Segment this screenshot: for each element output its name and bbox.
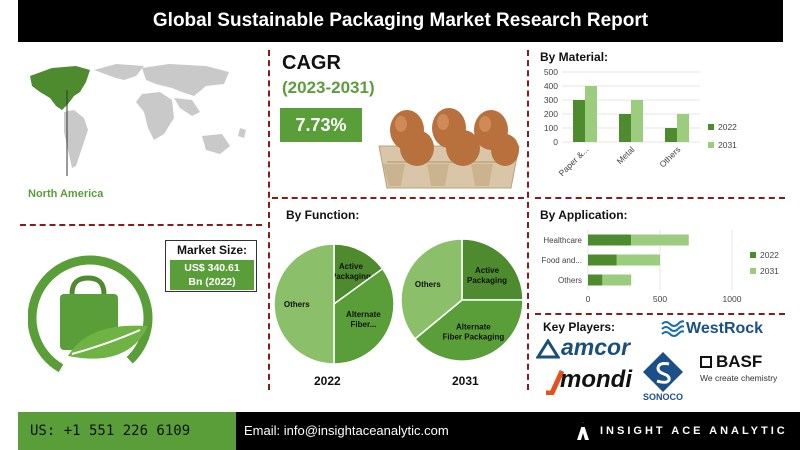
mondi-logo-icon	[546, 369, 564, 395]
material-bar-2022	[573, 100, 585, 142]
cagr-value: 7.73%	[280, 108, 362, 142]
footer-brand: INSIGHT ACE ANALYTIC	[564, 412, 800, 450]
material-legend-label: 2031	[718, 140, 737, 150]
market-size-value: US$ 340.61 Bn (2022)	[170, 260, 254, 290]
material-y-tick: 0	[553, 137, 558, 147]
pie-slice	[400, 238, 463, 340]
application-bar-chart: 0 500 1000 Healthcare Food and... Others 2022 2…	[542, 230, 779, 304]
material-x-tick: Others	[657, 144, 682, 169]
basf-tagline: We create chemistry	[700, 373, 778, 383]
pie-label: Packaging	[467, 276, 507, 285]
application-bar-2022	[588, 274, 603, 286]
application-chart-title: By Application:	[540, 208, 628, 222]
application-bar-2022	[588, 234, 632, 246]
pie-label: Others	[284, 300, 310, 309]
material-legend-label: 2022	[718, 122, 737, 132]
application-y-tick: Food and...	[542, 256, 582, 265]
material-y-tick: 400	[544, 81, 558, 91]
cagr-label: CAGR	[282, 52, 341, 74]
material-bar-chart: 0 100 200 300 400 500 Paper &... Metal Others 202…	[544, 67, 737, 178]
application-bar-2022	[588, 254, 617, 266]
market-size-box: Market Size: US$ 340.61 Bn (2022)	[165, 240, 257, 292]
footer-phone: US: +1 551 226 6109	[18, 412, 236, 450]
pie-slice	[413, 299, 524, 362]
application-legend-swatch	[750, 268, 756, 274]
pie-label: Active	[339, 262, 364, 271]
westrock-logo-text: WestRock	[686, 320, 764, 337]
pie-slice	[461, 238, 524, 301]
material-bar-2022	[665, 128, 677, 142]
application-legend-label: 2031	[760, 266, 779, 276]
pie-label: Packaging	[331, 272, 371, 281]
amcor-logo-text: amcor	[561, 334, 631, 360]
material-y-tick: 200	[544, 109, 558, 119]
sonoco-logo-text: SONOCO	[643, 392, 684, 402]
market-size-value-line2: Bn (2022)	[188, 276, 236, 288]
function-chart-title: By Function:	[286, 208, 360, 222]
material-y-tick: 300	[544, 95, 558, 105]
divider-right-h2	[535, 313, 785, 315]
divider-left-h	[20, 224, 262, 226]
material-bar-2031	[631, 100, 643, 142]
material-legend-swatch	[708, 124, 714, 130]
material-x-tick: Metal	[615, 144, 637, 166]
application-bar-2031	[602, 274, 632, 286]
application-bar-2031	[616, 254, 660, 266]
material-y-tick: 500	[544, 67, 558, 77]
mondi-logo-text: mondi	[560, 366, 632, 393]
pie-slice	[333, 267, 395, 365]
pie-label: Alternate	[346, 310, 381, 319]
application-x-tick: 500	[653, 294, 667, 304]
application-legend-label: 2022	[760, 250, 779, 260]
insightace-logo-icon	[577, 422, 589, 440]
material-bar-2022	[619, 114, 631, 142]
application-x-tick: 1000	[723, 294, 742, 304]
pie-label: Active	[475, 266, 500, 275]
market-size-value-line1: US$ 340.61	[184, 262, 240, 274]
page-title: Global Sustainable Packaging Market Rese…	[18, 0, 783, 42]
material-x-tick: Paper &...	[557, 144, 591, 178]
westrock-logo-icon	[661, 320, 684, 337]
material-bar-2031	[677, 114, 689, 142]
world-map-icon	[30, 64, 246, 176]
sustainable-bag-icon	[28, 255, 153, 381]
application-legend-swatch	[750, 252, 756, 258]
material-legend-swatch	[708, 142, 714, 148]
divider-left	[268, 50, 270, 390]
divider-right-h1	[535, 197, 785, 199]
pie-2031-label: 2031	[452, 374, 479, 388]
pie-label: Fiber...	[351, 320, 377, 329]
material-y-tick: 100	[544, 123, 558, 133]
region-label: North America	[28, 188, 104, 200]
footer-email[interactable]: Email: info@insightaceanalytic.com	[236, 412, 564, 450]
pie-slice	[273, 243, 335, 365]
application-y-tick: Others	[558, 276, 582, 285]
application-bar-2031	[631, 234, 689, 246]
basf-logo-icon	[700, 356, 712, 368]
market-size-label: Market Size:	[176, 243, 248, 257]
divider-mid-h	[272, 197, 524, 199]
pie-label: Others	[415, 280, 441, 289]
material-chart-title: By Material:	[540, 50, 609, 64]
pie-label: Fiber Packaging	[442, 333, 504, 342]
sonoco-logo-icon	[643, 352, 683, 392]
application-x-tick: 0	[586, 294, 591, 304]
key-players-title: Key Players:	[543, 320, 616, 334]
pie-label: Alternate	[456, 323, 491, 332]
egg-carton-icon	[378, 108, 520, 189]
divider-right	[527, 50, 529, 390]
amcor-logo-icon	[536, 339, 560, 359]
material-bar-2031	[585, 86, 597, 142]
application-y-tick: Healthcare	[543, 236, 582, 245]
basf-logo-text: BASF	[716, 352, 763, 371]
pie-2022-label: 2022	[314, 374, 341, 388]
cagr-period: (2023-2031)	[282, 78, 375, 97]
pie-slice	[333, 243, 384, 306]
